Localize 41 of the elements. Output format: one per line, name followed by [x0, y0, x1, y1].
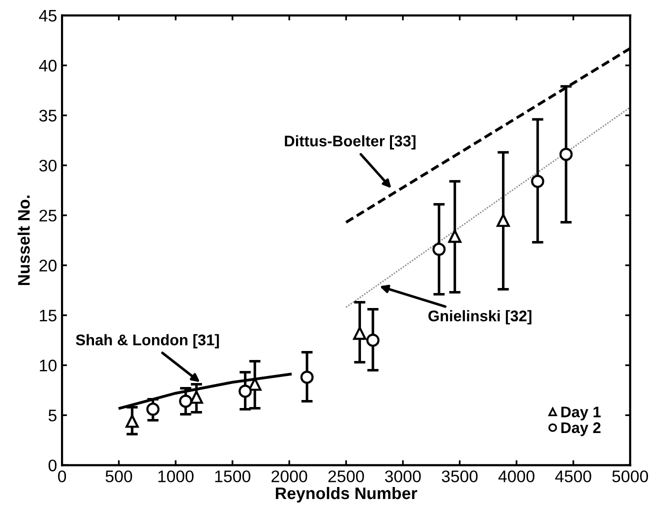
- point: [126, 414, 139, 428]
- point: [179, 394, 192, 408]
- x-tick-label: 1500: [215, 470, 250, 482]
- point: [432, 242, 446, 256]
- point: [559, 148, 573, 161]
- point: [190, 390, 204, 404]
- x-tick-label: 5000: [612, 470, 648, 482]
- y-tick-label: 35: [39, 110, 56, 122]
- y-axis-title: Nusselt No.: [18, 196, 30, 286]
- legend-label: Day 2: [561, 422, 601, 436]
- y-tick-label: 15: [40, 310, 56, 322]
- point: [496, 214, 510, 227]
- x-axis-title: Reynolds Number: [276, 486, 418, 502]
- x-tick-label: 3000: [385, 470, 421, 482]
- point: [146, 402, 160, 416]
- point: [300, 370, 314, 384]
- y-tick-label: 5: [48, 410, 56, 422]
- legend-label: Day 1: [561, 406, 601, 420]
- x-tick-label: 2500: [328, 470, 364, 482]
- x-tick-label: 4000: [498, 470, 534, 482]
- annotation: Shah & London [31]: [76, 334, 219, 348]
- point: [531, 174, 544, 188]
- y-tick-label: 45: [39, 10, 56, 22]
- annotation: Gnielinski [32]: [428, 310, 532, 324]
- y-tick-label: 10: [40, 360, 57, 372]
- x-tick-label: 3500: [442, 470, 478, 482]
- y-tick-label: 40: [39, 60, 57, 72]
- point: [353, 326, 366, 340]
- x-tick-label: 4500: [555, 470, 592, 482]
- x-tick-label: 0: [58, 470, 66, 482]
- point: [448, 230, 462, 243]
- y-tick-label: 20: [39, 260, 57, 272]
- x-tick-label: 1000: [158, 470, 194, 482]
- y-tick-label: 25: [39, 210, 56, 222]
- annotation: Dittus-Boelter [33]: [284, 135, 416, 150]
- y-tick-label: 0: [48, 460, 57, 472]
- x-tick-label: 2000: [272, 470, 308, 482]
- y-tick-label: 30: [39, 160, 57, 172]
- x-tick-label: 500: [106, 470, 132, 482]
- point: [238, 384, 252, 398]
- point: [366, 334, 380, 347]
